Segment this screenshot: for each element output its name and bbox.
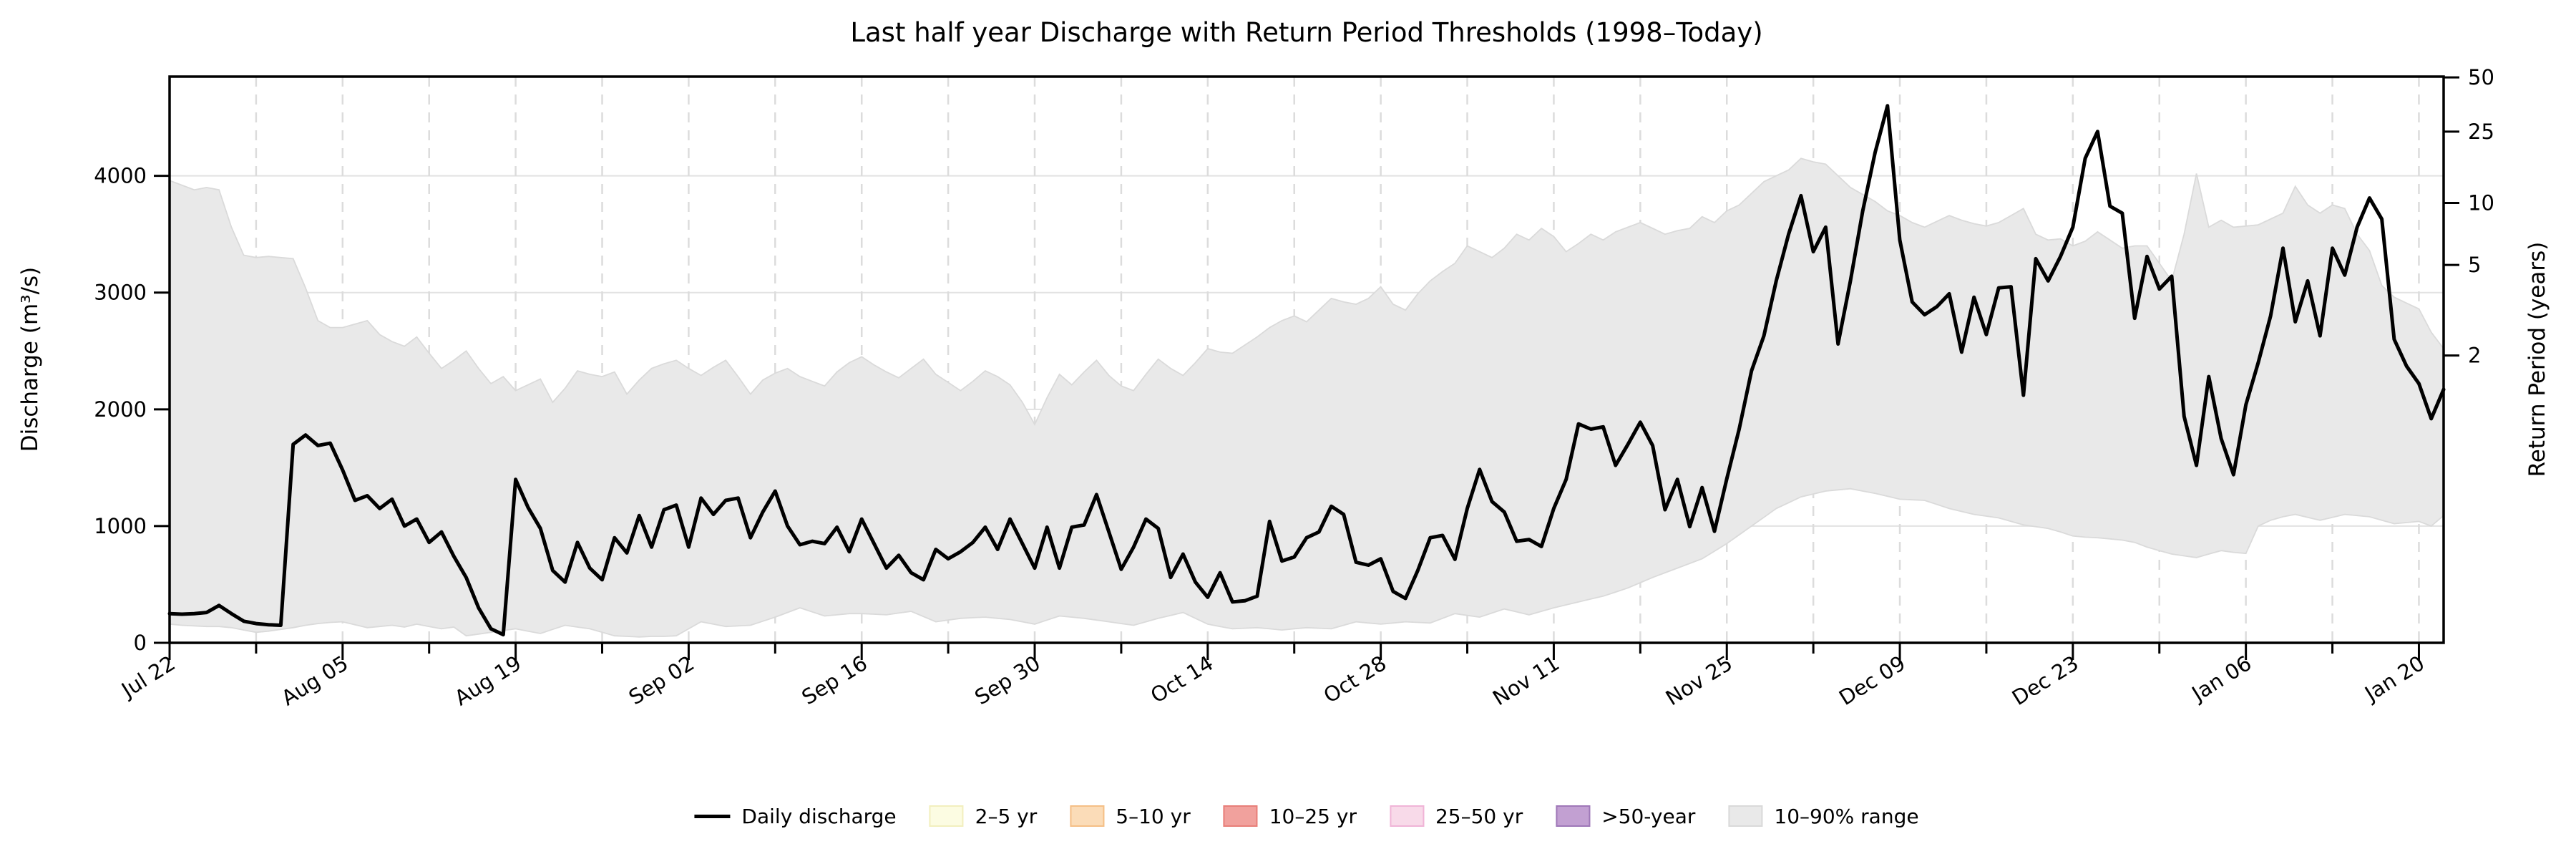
legend-item-10-90-range: 10–90% range <box>1728 804 1919 828</box>
y-tick-label: 1000 <box>94 514 147 538</box>
x-tick-label: Dec 09 <box>1835 651 1910 710</box>
legend-item-gt50yr: >50-year <box>1556 805 1695 828</box>
chart-legend: Daily discharge 2–5 yr 5–10 yr 10–25 yr … <box>694 796 1919 836</box>
y2-tick-label: 5 <box>2468 253 2481 277</box>
y2-tick-label: 50 <box>2468 65 2494 89</box>
patch-swatch-icon <box>1556 805 1591 827</box>
x-tick-label: Dec 23 <box>2008 651 2083 710</box>
y-axis-label: Discharge (m³/s) <box>17 267 43 452</box>
band-area-10-90 <box>169 157 2444 638</box>
daily-discharge-path <box>167 104 2446 637</box>
axes <box>154 75 2459 660</box>
legend-label: >50-year <box>1601 804 1696 828</box>
y2-tick-label: 25 <box>2468 120 2494 144</box>
legend-label: Daily discharge <box>741 804 897 828</box>
patch-swatch-icon <box>1728 805 1763 827</box>
x-tick-label: Oct 14 <box>1146 651 1218 708</box>
legend-label: 2–5 yr <box>975 804 1038 828</box>
daily-discharge-line <box>167 104 2446 637</box>
patch-swatch-icon <box>1389 805 1424 827</box>
y-tick-label: 3000 <box>94 281 147 305</box>
y2-tick-label: 2 <box>2468 344 2481 368</box>
patch-swatch-icon <box>1223 805 1258 827</box>
x-tick-label: Sep 02 <box>625 651 698 709</box>
patch-swatch-icon <box>1070 805 1105 827</box>
y-tick-label: 4000 <box>94 164 147 188</box>
legend-item-2-5yr: 2–5 yr <box>929 804 1038 828</box>
x-tick-label: Nov 25 <box>1662 651 1737 710</box>
x-tick-label: Sep 30 <box>970 651 1044 709</box>
legend-label: 10–90% range <box>1774 804 1919 828</box>
y2-tick-label: 10 <box>2468 190 2494 215</box>
legend-item-25-50yr: 25–50 yr <box>1389 804 1523 828</box>
y-tick-label: 2000 <box>94 397 147 422</box>
legend-item-10-25yr: 10–25 yr <box>1223 804 1357 828</box>
patch-swatch-icon <box>929 805 964 827</box>
x-tick-label: Jul 22 <box>116 651 179 703</box>
x-tick-label: Aug 19 <box>450 651 525 710</box>
x-tick-label: Jan 06 <box>2187 651 2256 707</box>
x-tick-label: Oct 28 <box>1319 651 1391 708</box>
legend-label: 10–25 yr <box>1269 804 1357 828</box>
x-tick-label: Aug 05 <box>277 651 352 710</box>
legend-item-5-10yr: 5–10 yr <box>1070 804 1191 828</box>
y2-axis-label: Return Period (years) <box>2524 242 2550 477</box>
percentile-band <box>169 157 2444 638</box>
legend-label: 5–10 yr <box>1116 804 1191 828</box>
y-tick-label: 0 <box>134 631 147 655</box>
legend-item-daily-discharge: Daily discharge <box>694 804 897 828</box>
x-tick-label: Sep 16 <box>797 651 871 709</box>
x-tick-label: Nov 11 <box>1488 651 1563 710</box>
legend-label: 25–50 yr <box>1435 804 1523 828</box>
plot-border <box>168 75 2445 644</box>
x-tick-label: Jan 20 <box>2359 651 2429 707</box>
chart-title: Last half year Discharge with Return Per… <box>850 17 1762 48</box>
line-swatch-icon <box>694 814 731 818</box>
